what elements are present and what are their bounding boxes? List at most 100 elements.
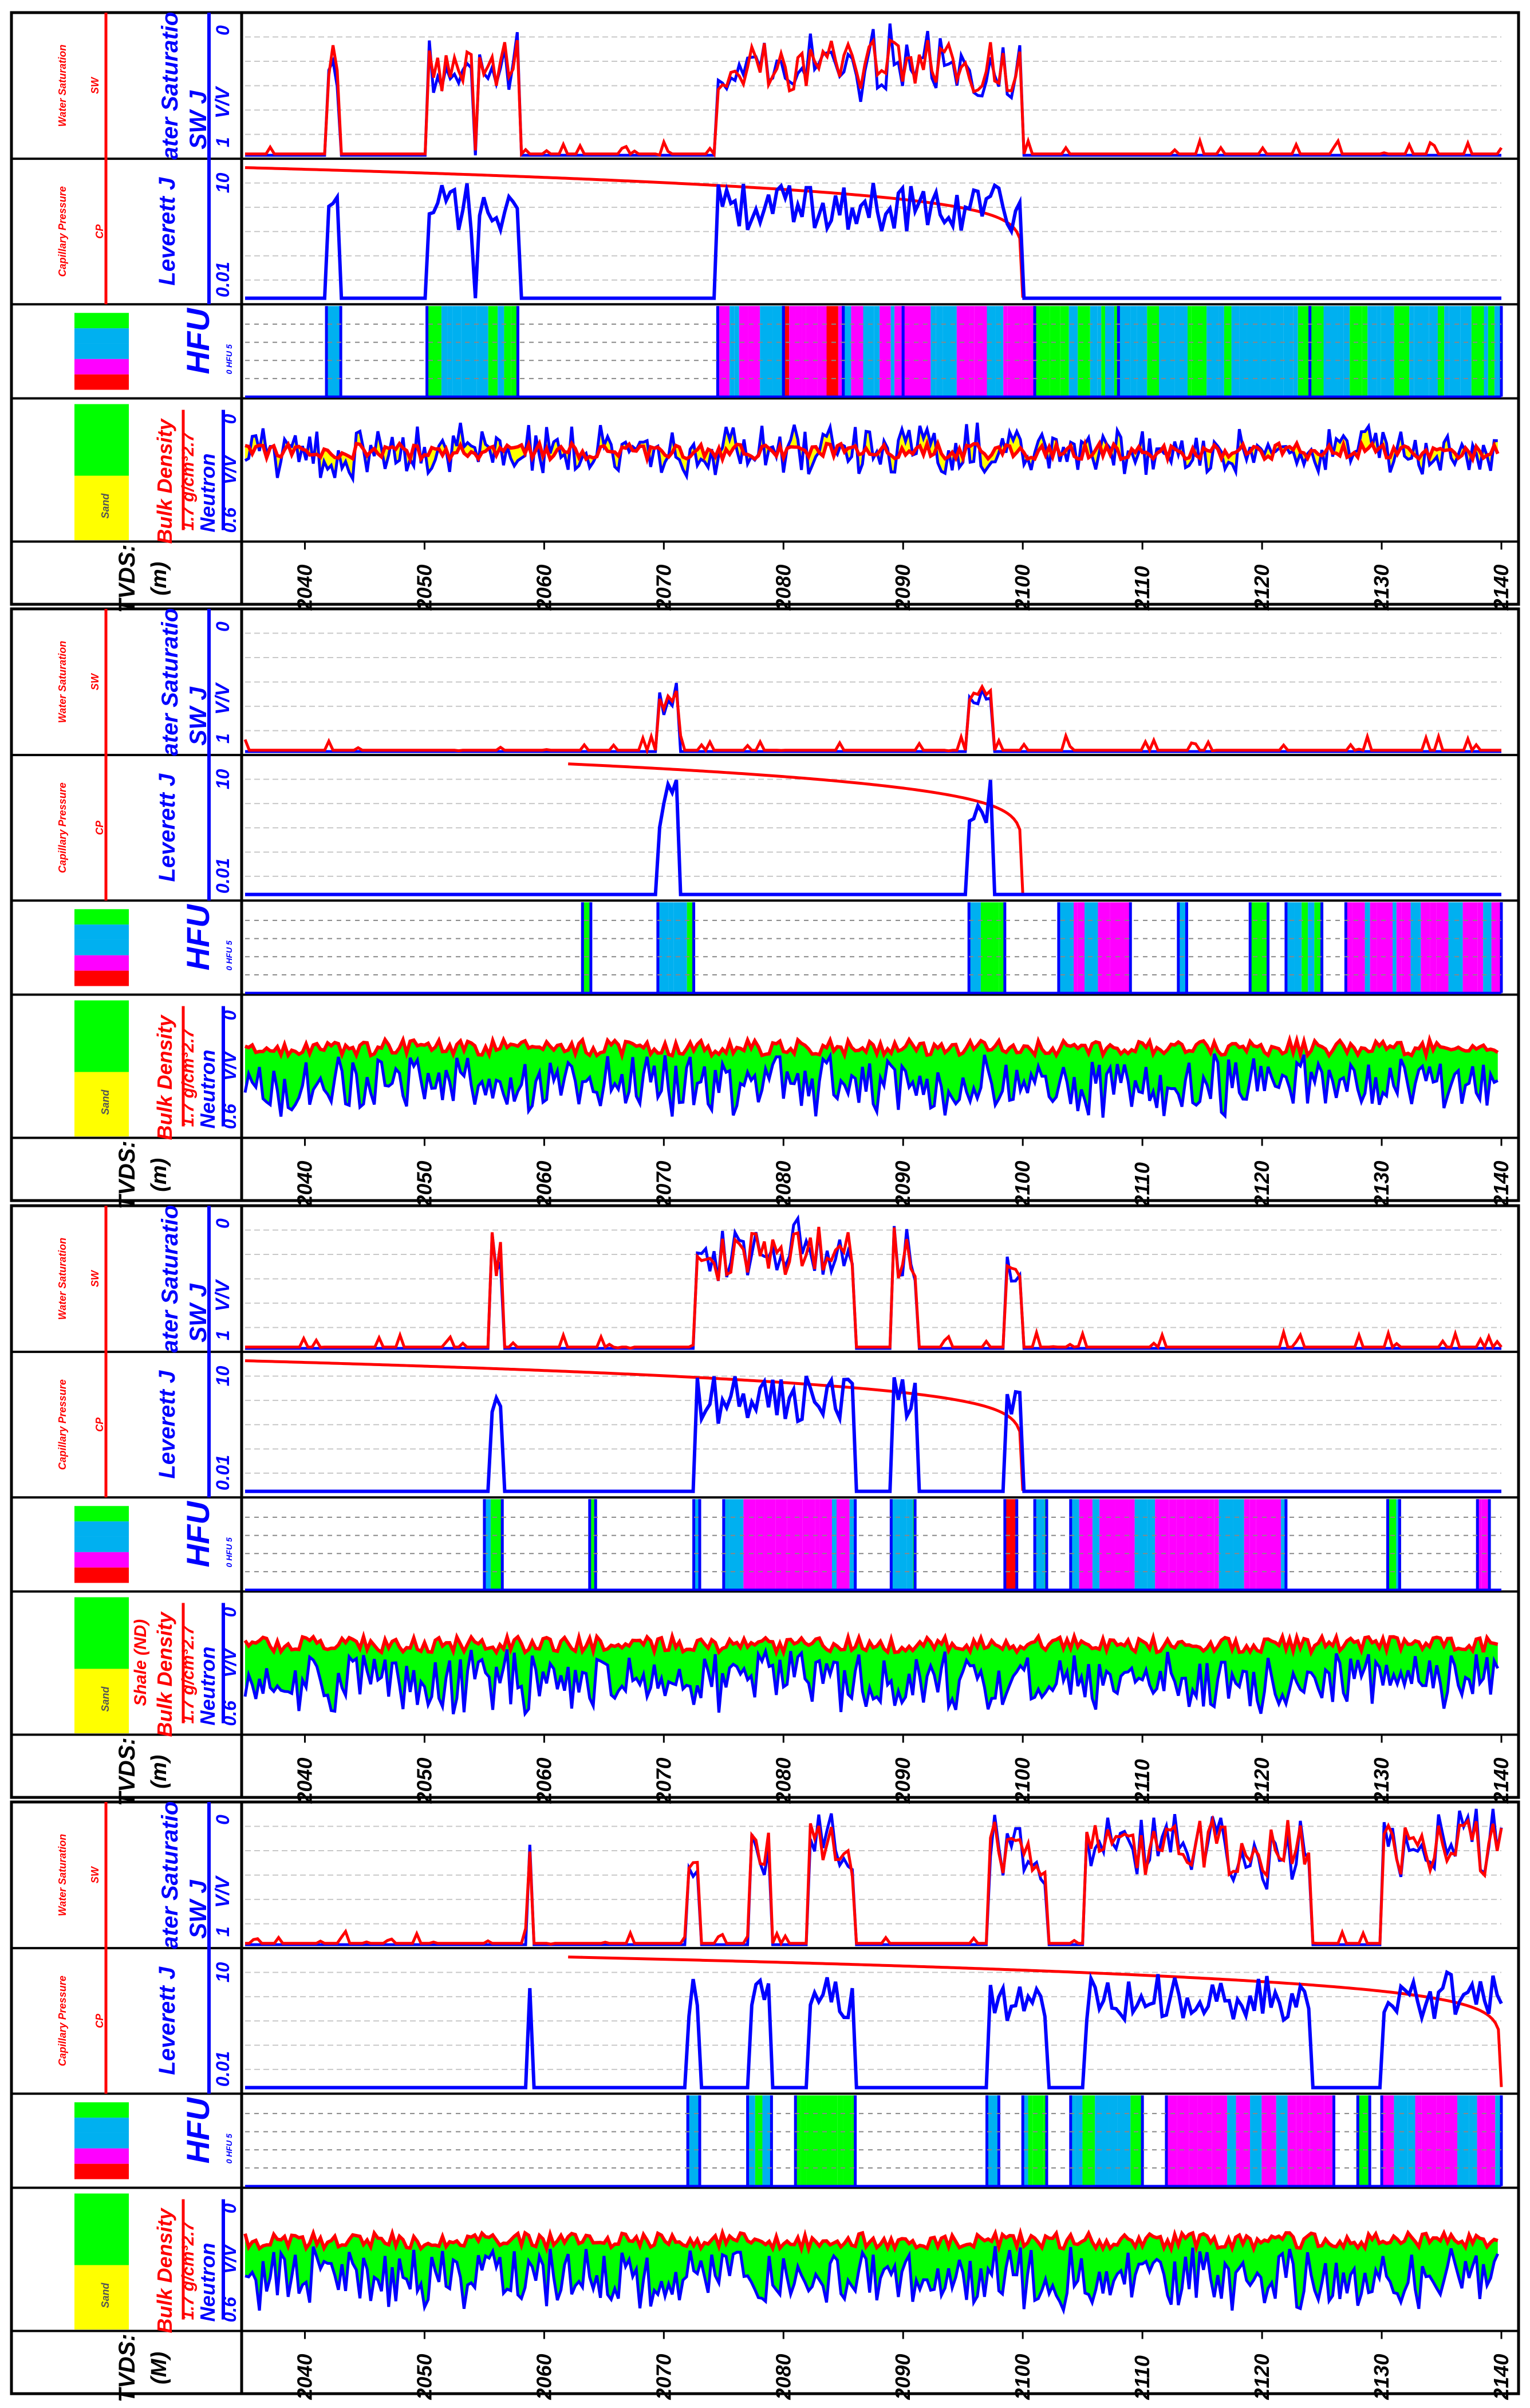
hfu-band [764, 1499, 776, 1590]
water-saturation-curve [245, 1815, 1503, 1947]
hfu-band [1484, 306, 1488, 397]
bulk-density-curve [245, 438, 1500, 465]
depth-tick-label: 2110 [1130, 1162, 1154, 1207]
depth-tick-label: 2040 [293, 1757, 316, 1804]
hfu-band [743, 1499, 756, 1590]
depth-tick-label: 2140 [1489, 564, 1513, 611]
hfu-band [1350, 306, 1362, 397]
neutron-curve [245, 2246, 1500, 2315]
sw-track-subtitle: ater Saturatio [157, 12, 183, 160]
hfu-scale: 0 HFU 5 [224, 2134, 234, 2163]
sw-small-unit: SW [89, 76, 101, 94]
hfu-band [1060, 306, 1069, 397]
sand-legend-swatch [74, 1072, 129, 1137]
bulk-density-curve [243, 2226, 1499, 2255]
cp-small-title: Capillary Pressure [57, 782, 68, 873]
sw-scale-zero: 0 [212, 621, 233, 632]
sw-unit: V/V [212, 682, 234, 715]
sw-unit: V/V [212, 1875, 234, 1908]
hfu-legend-swatch [74, 1521, 129, 1537]
hfu-band [1401, 902, 1411, 993]
hfu-band [1244, 1499, 1250, 1590]
hfu-band [1394, 2095, 1408, 2186]
hfu-band [817, 306, 827, 397]
hfu-band [1421, 2095, 1437, 2186]
density-title: Bulk Density [153, 1611, 176, 1737]
water-saturation-curve [243, 683, 1501, 755]
hfu-band [1462, 902, 1469, 993]
hfu-band [1224, 306, 1232, 397]
hfu-band [1346, 902, 1352, 993]
hfu-band [903, 306, 919, 397]
depth-tick-label: 2080 [771, 2354, 795, 2400]
panel-frame [10, 1204, 1520, 1799]
hfu-legend-swatch [74, 374, 129, 390]
shale-legend-swatch [74, 404, 129, 476]
hfu-band [1337, 306, 1344, 397]
sw-small-unit: SW [89, 672, 101, 690]
cp-unit: CP [94, 820, 105, 835]
hfu-band [819, 1499, 832, 1590]
hfu-band [1118, 306, 1131, 397]
leverett-scale-low: 0.01 [212, 2051, 233, 2087]
hfu-band [1239, 306, 1247, 397]
depth-tick-label: 2050 [412, 1757, 436, 1804]
hfu-band [1444, 306, 1449, 397]
leverett-title: Leverett J [155, 177, 180, 286]
hfu-band [1134, 1499, 1148, 1590]
sw-scale-one: 1 [212, 137, 233, 147]
hfu-band [918, 306, 931, 397]
depth-tick-label: 2100 [1011, 1757, 1034, 1804]
sw-small-title: Water Saturation [57, 45, 68, 127]
hfu-band [1285, 902, 1295, 993]
hfu-band [326, 306, 341, 397]
depth-tick-label: 2130 [1370, 1160, 1393, 1207]
hfu-band [1169, 1499, 1177, 1590]
density-scale: 1.7 g/cm³2.7 [179, 431, 198, 530]
cp-unit: CP [94, 1417, 105, 1432]
density-title: Bulk Density [153, 1014, 176, 1140]
leverett-scale-high: 10 [212, 172, 233, 193]
hfu-band [1436, 2095, 1445, 2186]
sw-small-title: Water Saturation [57, 641, 68, 723]
hfu-band [1495, 2095, 1501, 2186]
depth-axis-label: TVDS: [115, 2334, 140, 2402]
depth-tick-label: 2120 [1250, 1757, 1273, 1804]
hfu-band [582, 902, 590, 993]
hfu-band [1189, 2095, 1198, 2186]
hfu-band [1177, 2095, 1189, 2186]
sand-legend-swatch [74, 1669, 129, 1734]
neutron-curve [243, 1646, 1499, 1718]
depth-tick-label: 2090 [891, 2354, 914, 2400]
hfu-band [1147, 1499, 1156, 1590]
neutron-title: Neutron [196, 2243, 219, 2322]
depth-tick-label: 2120 [1250, 2354, 1273, 2400]
hfu-band [447, 306, 453, 397]
hfu-band [1287, 2095, 1296, 2186]
hfu-band [1477, 2095, 1485, 2186]
hfu-band [1387, 1499, 1397, 1590]
hfu-band [1178, 902, 1187, 993]
hfu-band [821, 2095, 838, 2186]
hfu-band [498, 306, 504, 397]
hfu-band [461, 306, 477, 397]
sand-label: Sand [100, 1089, 111, 1115]
hfu-band [999, 902, 1005, 993]
hfu-band [1077, 902, 1085, 993]
hfu-band [1115, 1499, 1129, 1590]
hfu-band [1191, 306, 1207, 397]
hfu-band [1097, 306, 1102, 397]
hfu-band [1437, 306, 1445, 397]
hfu-band [1414, 306, 1429, 397]
hfu-band [427, 306, 441, 397]
sw-small-unit: SW [89, 1866, 101, 1883]
hfu-band [1294, 902, 1302, 993]
sw-small-title: Water Saturation [57, 1238, 68, 1320]
hfu-band [1032, 2095, 1044, 2186]
depth-tick-label: 2140 [1489, 2354, 1513, 2400]
leverett-j-curve [245, 779, 1501, 896]
hfu-band [795, 2095, 801, 2186]
hfu-band [1323, 306, 1338, 397]
hfu-band [1249, 1499, 1256, 1590]
